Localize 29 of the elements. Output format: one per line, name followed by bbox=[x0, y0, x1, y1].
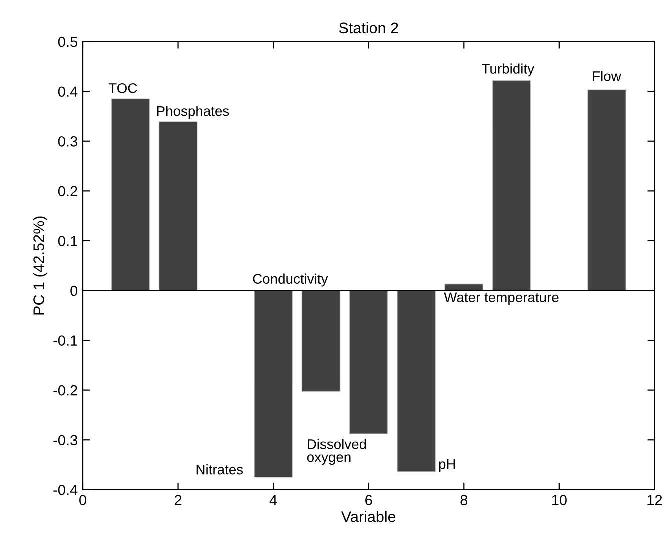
y-tick-label: 0.1 bbox=[58, 236, 78, 246]
y-tick-label: -0.4 bbox=[54, 485, 78, 496]
y-tick-label: -0.3 bbox=[54, 435, 78, 446]
annotation: Turbidity bbox=[482, 64, 534, 77]
annotation: TOC bbox=[108, 83, 138, 94]
x-tick-label: 12 bbox=[648, 495, 662, 506]
x-tick-label: 2 bbox=[174, 495, 182, 506]
y-axis-title: PC 1 (42.52%) bbox=[33, 216, 48, 315]
y-tick-label: 0.4 bbox=[58, 86, 78, 98]
annotation: pH bbox=[439, 460, 456, 472]
annotation: Phosphates bbox=[157, 106, 230, 119]
y-tick-label: 0.3 bbox=[58, 136, 78, 147]
y-tick-label: -0.2 bbox=[54, 385, 78, 396]
annotation: Nitrates bbox=[196, 464, 244, 475]
x-tick-label: 8 bbox=[460, 495, 468, 506]
annotation: Flow bbox=[593, 71, 622, 82]
annotation: Dissolved oxygen bbox=[307, 439, 366, 466]
x-tick-label: 10 bbox=[552, 495, 567, 506]
x-tick-label: 4 bbox=[270, 495, 278, 506]
y-tick-label: 0 bbox=[70, 286, 78, 296]
x-tick-label: 0 bbox=[80, 495, 86, 506]
x-axis-title: Variable bbox=[341, 511, 396, 522]
chart-title: Station 2 bbox=[339, 22, 398, 34]
y-tick-label: -0.1 bbox=[54, 336, 78, 346]
x-tick-label: 6 bbox=[366, 495, 372, 506]
annotation: Water temperature bbox=[444, 292, 559, 306]
y-tick-label: 0.5 bbox=[58, 36, 78, 48]
annotation: Conductivity bbox=[253, 274, 328, 287]
y-tick-label: 0.2 bbox=[58, 186, 78, 197]
